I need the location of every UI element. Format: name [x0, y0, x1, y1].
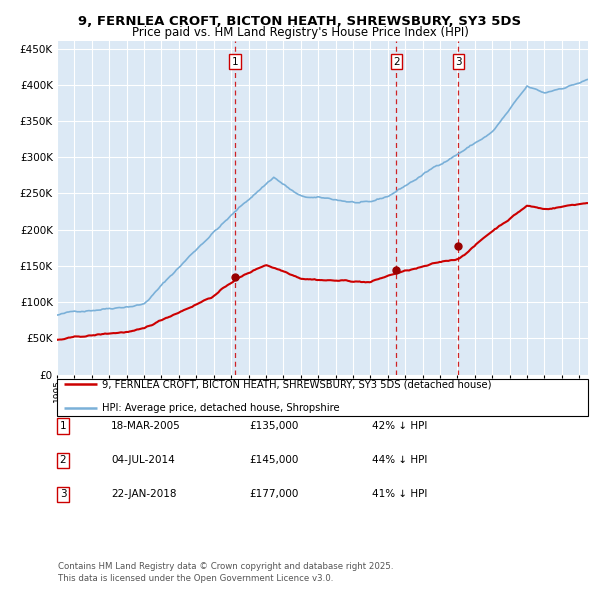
Text: 22-JAN-2018: 22-JAN-2018	[111, 490, 176, 499]
Text: 44% ↓ HPI: 44% ↓ HPI	[372, 455, 427, 465]
Text: 9, FERNLEA CROFT, BICTON HEATH, SHREWSBURY, SY3 5DS (detached house): 9, FERNLEA CROFT, BICTON HEATH, SHREWSBU…	[102, 379, 491, 389]
Text: £145,000: £145,000	[249, 455, 298, 465]
Text: 04-JUL-2014: 04-JUL-2014	[111, 455, 175, 465]
Text: 1: 1	[232, 57, 238, 67]
Text: 3: 3	[59, 490, 67, 499]
Text: 1: 1	[59, 421, 67, 431]
Text: 9, FERNLEA CROFT, BICTON HEATH, SHREWSBURY, SY3 5DS: 9, FERNLEA CROFT, BICTON HEATH, SHREWSBU…	[79, 15, 521, 28]
Text: 41% ↓ HPI: 41% ↓ HPI	[372, 490, 427, 499]
Text: 2: 2	[393, 57, 400, 67]
Text: 18-MAR-2005: 18-MAR-2005	[111, 421, 181, 431]
Text: Price paid vs. HM Land Registry's House Price Index (HPI): Price paid vs. HM Land Registry's House …	[131, 26, 469, 39]
Text: 3: 3	[455, 57, 462, 67]
Text: Contains HM Land Registry data © Crown copyright and database right 2025.
This d: Contains HM Land Registry data © Crown c…	[58, 562, 394, 583]
Text: 2: 2	[59, 455, 67, 465]
Text: 42% ↓ HPI: 42% ↓ HPI	[372, 421, 427, 431]
Text: £177,000: £177,000	[249, 490, 298, 499]
Text: HPI: Average price, detached house, Shropshire: HPI: Average price, detached house, Shro…	[102, 403, 340, 413]
Text: £135,000: £135,000	[249, 421, 298, 431]
